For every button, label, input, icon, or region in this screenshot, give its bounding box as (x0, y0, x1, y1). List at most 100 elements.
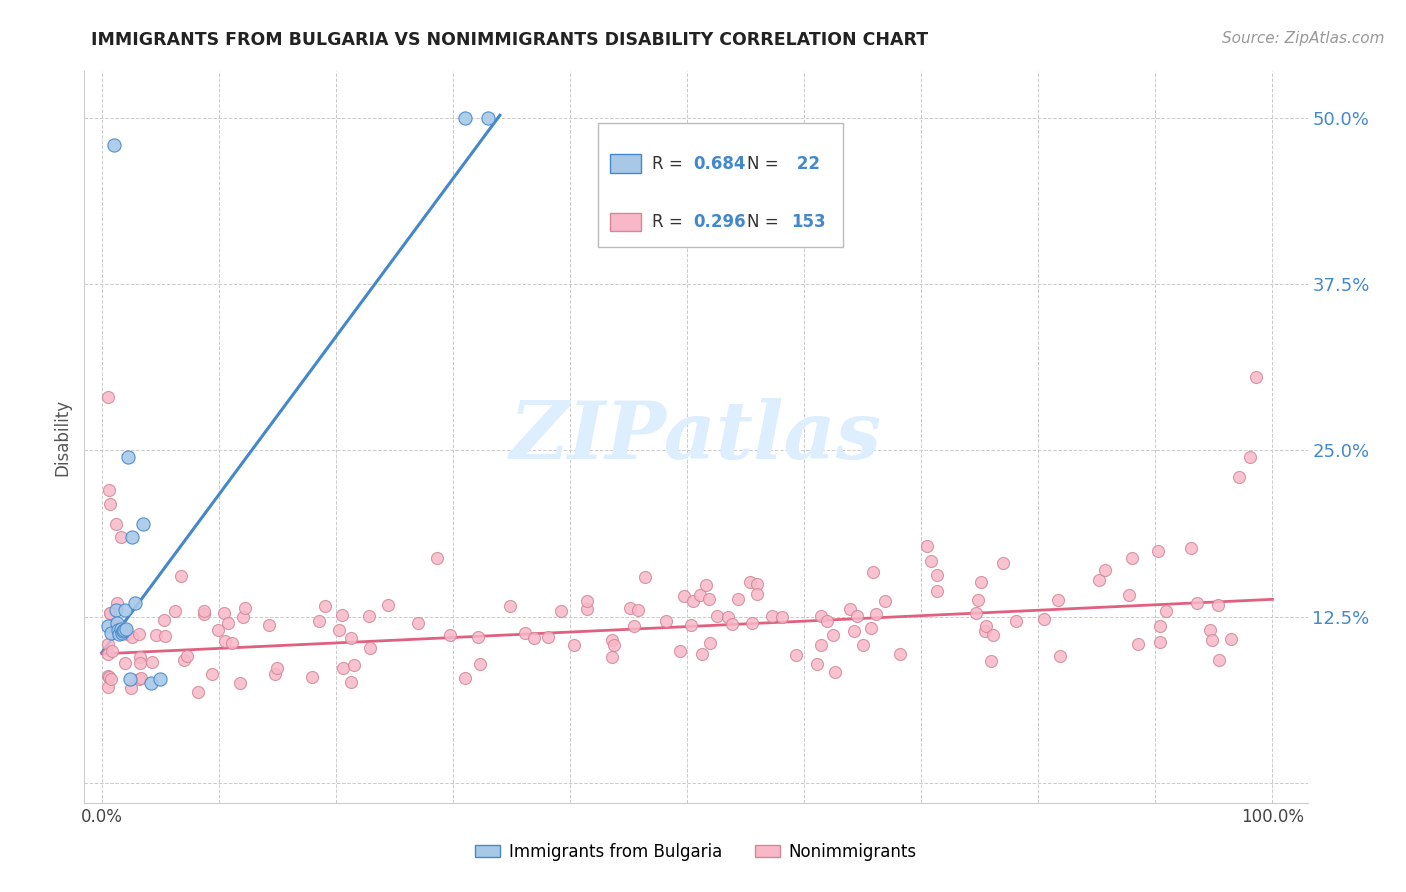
Point (266, 661, 288, 675)
Point (332, 608, 354, 623)
Point (603, 638, 626, 652)
Point (97, 619, 120, 633)
Text: 0.296: 0.296 (693, 213, 747, 231)
Point (114, 657, 136, 671)
Point (600, 633, 623, 648)
Point (668, 643, 690, 657)
Point (1032, 612, 1054, 626)
Point (537, 630, 560, 644)
Point (108, 627, 131, 641)
Point (991, 556, 1014, 570)
Point (111, 624, 134, 639)
Point (97, 637, 120, 651)
Point (477, 111, 499, 125)
Point (1087, 573, 1109, 587)
Point (865, 607, 887, 621)
Point (515, 626, 537, 640)
Point (152, 614, 174, 628)
Text: 0.684: 0.684 (693, 154, 747, 172)
Point (128, 627, 150, 641)
Point (235, 601, 257, 615)
Point (690, 647, 713, 661)
Point (176, 648, 198, 663)
Point (439, 628, 461, 642)
Point (499, 599, 522, 614)
Point (1220, 632, 1243, 647)
Point (149, 672, 172, 686)
Point (118, 672, 141, 686)
Point (852, 638, 875, 652)
Point (1118, 588, 1140, 602)
Point (695, 578, 717, 592)
Point (100, 644, 122, 658)
Point (153, 628, 176, 642)
Point (917, 539, 939, 553)
Point (454, 671, 477, 685)
Bar (610, 213, 641, 231)
Point (741, 616, 763, 631)
Point (128, 649, 150, 664)
Point (761, 608, 783, 623)
Point (810, 639, 832, 653)
Point (97, 390, 120, 404)
Point (927, 583, 949, 598)
Point (229, 676, 252, 690)
Point (124, 596, 146, 610)
Point (806, 657, 828, 672)
Point (301, 670, 323, 684)
Point (1187, 596, 1209, 610)
Point (467, 631, 489, 645)
Point (889, 647, 911, 661)
Point (974, 618, 997, 632)
Point (627, 603, 650, 617)
Point (359, 608, 381, 623)
Point (201, 667, 224, 681)
Text: R =: R = (652, 213, 688, 231)
Point (927, 568, 949, 582)
Point (129, 671, 152, 685)
Point (98, 497, 121, 511)
Point (980, 654, 1002, 668)
Point (973, 624, 995, 639)
Point (340, 675, 363, 690)
Point (121, 530, 143, 544)
Point (1121, 550, 1143, 565)
Point (842, 624, 865, 638)
Point (634, 570, 657, 584)
Point (139, 676, 162, 690)
Point (107, 623, 129, 637)
Point (727, 591, 749, 606)
Point (121, 630, 143, 644)
Point (165, 603, 187, 617)
Point (673, 589, 696, 603)
Point (264, 666, 287, 681)
Text: IMMIGRANTS FROM BULGARIA VS NONIMMIGRANTS DISABILITY CORRELATION CHART: IMMIGRANTS FROM BULGARIA VS NONIMMIGRANT… (91, 31, 928, 49)
Point (207, 624, 229, 638)
Point (824, 665, 846, 679)
Point (193, 607, 215, 622)
Point (689, 588, 711, 602)
Point (623, 619, 645, 633)
Point (212, 606, 235, 620)
Point (965, 606, 987, 620)
Point (339, 631, 361, 645)
Point (523, 631, 546, 645)
Point (454, 111, 477, 125)
Point (145, 628, 167, 642)
Point (406, 616, 429, 631)
Point (654, 614, 676, 628)
Point (1004, 614, 1026, 628)
Point (217, 616, 239, 631)
Point (110, 622, 132, 636)
Point (1094, 563, 1116, 577)
Point (1146, 543, 1168, 558)
Point (426, 551, 449, 566)
Legend: Immigrants from Bulgaria, Nonimmigrants: Immigrants from Bulgaria, Nonimmigrants (468, 837, 924, 868)
Point (770, 610, 793, 624)
Point (1046, 593, 1069, 607)
Point (129, 657, 152, 671)
Point (576, 593, 599, 607)
Point (97, 669, 120, 683)
Point (1154, 604, 1177, 618)
Point (359, 641, 381, 656)
